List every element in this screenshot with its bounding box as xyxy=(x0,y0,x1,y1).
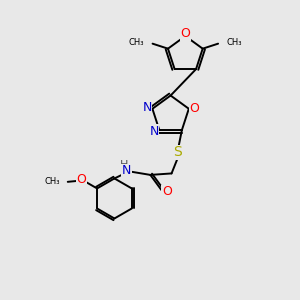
Text: H: H xyxy=(120,160,128,170)
Text: O: O xyxy=(162,185,172,198)
Text: N: N xyxy=(122,164,131,177)
Text: O: O xyxy=(77,173,86,186)
Text: S: S xyxy=(173,145,182,159)
Text: O: O xyxy=(189,102,199,115)
Text: CH₃: CH₃ xyxy=(226,38,242,47)
Text: N: N xyxy=(142,101,152,114)
Text: N: N xyxy=(149,125,159,138)
Text: CH₃: CH₃ xyxy=(129,38,144,47)
Text: CH₃: CH₃ xyxy=(44,177,59,186)
Text: O: O xyxy=(180,27,190,40)
